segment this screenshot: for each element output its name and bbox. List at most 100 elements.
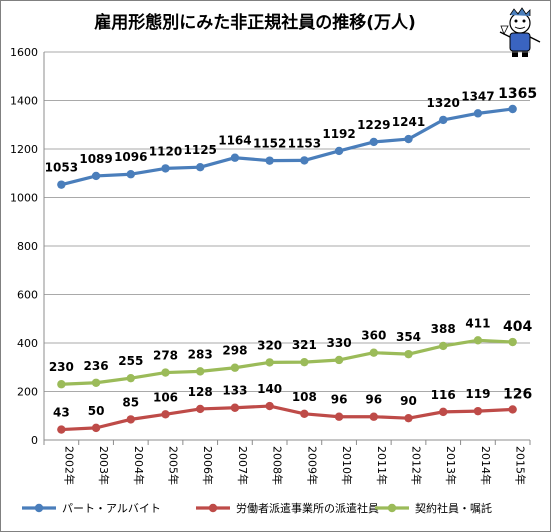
data-point — [196, 404, 205, 414]
data-label: 96 — [365, 393, 382, 407]
y-tick-label: 800 — [17, 240, 38, 253]
data-label: 404 — [503, 319, 532, 335]
data-point — [404, 134, 413, 144]
series-line-2 — [61, 404, 513, 432]
data-label: 278 — [153, 349, 178, 363]
data-point — [161, 410, 170, 419]
data-point — [508, 405, 517, 414]
x-tick-label: 2012年 — [410, 446, 424, 485]
data-label: 388 — [431, 322, 456, 336]
data-point — [439, 115, 448, 125]
data-point — [161, 164, 170, 173]
y-tick-label: 1000 — [10, 192, 38, 205]
data-point — [439, 407, 448, 417]
data-point — [230, 153, 240, 162]
data-point — [230, 363, 240, 372]
data-label: 1164 — [218, 134, 251, 148]
x-tick-label: 2011年 — [375, 446, 389, 485]
data-label: 1120 — [149, 144, 182, 158]
data-label: 321 — [292, 338, 317, 352]
series-group — [57, 104, 517, 434]
y-tick-label: 400 — [17, 337, 38, 350]
mascot-icon — [499, 7, 541, 57]
data-point — [473, 336, 483, 345]
legend: パート・アルバイト 労働者派遣事業所の派遣社員 契約社員・嘱託 — [22, 501, 492, 515]
data-label: 230 — [49, 360, 74, 374]
data-label: 320 — [257, 338, 282, 352]
data-point — [404, 349, 413, 359]
legend-marker-1 — [34, 503, 44, 513]
data-label: 85 — [122, 395, 139, 409]
data-point — [57, 380, 66, 389]
data-point — [265, 358, 274, 367]
legend-marker-3 — [387, 503, 397, 513]
data-label: 43 — [53, 406, 70, 420]
chart-title: 雇用形態別にみた非正規社員の推移(万人) — [94, 12, 416, 33]
data-label: 283 — [188, 347, 213, 361]
legend-label-2: 労働者派遣事業所の派遣社員 — [236, 501, 379, 515]
legend-label-3: 契約社員・嘱託 — [415, 501, 492, 515]
data-point — [369, 348, 378, 357]
data-point — [57, 425, 66, 434]
data-label: 354 — [396, 330, 421, 344]
x-tick-label: 2010年 — [340, 446, 354, 485]
data-point — [300, 409, 309, 419]
data-point — [91, 171, 101, 181]
x-tick-label: 2008年 — [271, 446, 285, 485]
x-tick-label: 2014年 — [479, 446, 493, 485]
data-point — [230, 403, 240, 412]
data-point — [300, 357, 309, 367]
data-point — [300, 156, 309, 165]
data-label: 1153 — [288, 136, 321, 150]
data-point — [161, 368, 170, 377]
x-tick-label: 2006年 — [201, 446, 215, 485]
data-label: 119 — [465, 387, 490, 401]
x-tick-label: 2002年 — [62, 446, 76, 485]
x-tick-label: 2004年 — [132, 446, 146, 485]
data-label: 1347 — [461, 89, 494, 103]
data-label: 1320 — [427, 96, 460, 110]
data-label: 298 — [222, 344, 247, 358]
data-point — [196, 367, 205, 376]
data-label: 96 — [331, 393, 348, 407]
data-point — [334, 146, 344, 156]
data-point — [473, 109, 483, 118]
series-line-1 — [60, 107, 513, 187]
data-point — [126, 170, 135, 179]
data-point — [57, 180, 66, 189]
x-tick-label: 2003年 — [97, 446, 111, 485]
data-label: 1241 — [392, 115, 425, 129]
data-label: 1053 — [45, 161, 78, 175]
data-label: 126 — [503, 386, 532, 402]
axes: 0 200 400 600 800 1000 1200 1400 1600 2002年 2003年 2… — [10, 46, 531, 485]
data-point — [404, 413, 413, 423]
x-tick-label: 2013年 — [444, 446, 458, 485]
data-point — [265, 401, 274, 411]
x-tick-label: 2009年 — [305, 446, 319, 485]
data-label: 106 — [153, 390, 178, 404]
data-point — [196, 162, 205, 172]
data-point — [508, 104, 517, 114]
y-tick-label: 0 — [31, 434, 38, 447]
data-label: 50 — [88, 404, 105, 418]
y-tick-label: 1400 — [10, 95, 38, 108]
data-point — [91, 378, 101, 387]
y-tick-label: 1200 — [10, 143, 38, 156]
data-point — [508, 337, 517, 347]
data-label: 1125 — [184, 143, 217, 157]
data-label: 1365 — [498, 86, 537, 102]
data-label: 411 — [465, 316, 490, 330]
data-point — [369, 412, 378, 421]
data-label: 140 — [257, 382, 282, 396]
data-point — [334, 355, 344, 365]
x-tick-label: 2005年 — [167, 446, 181, 485]
data-label: 1192 — [322, 127, 355, 141]
data-point — [473, 406, 483, 416]
data-label: 330 — [327, 336, 352, 350]
data-label: 133 — [222, 384, 247, 398]
x-tick-label: 2007年 — [236, 446, 250, 485]
